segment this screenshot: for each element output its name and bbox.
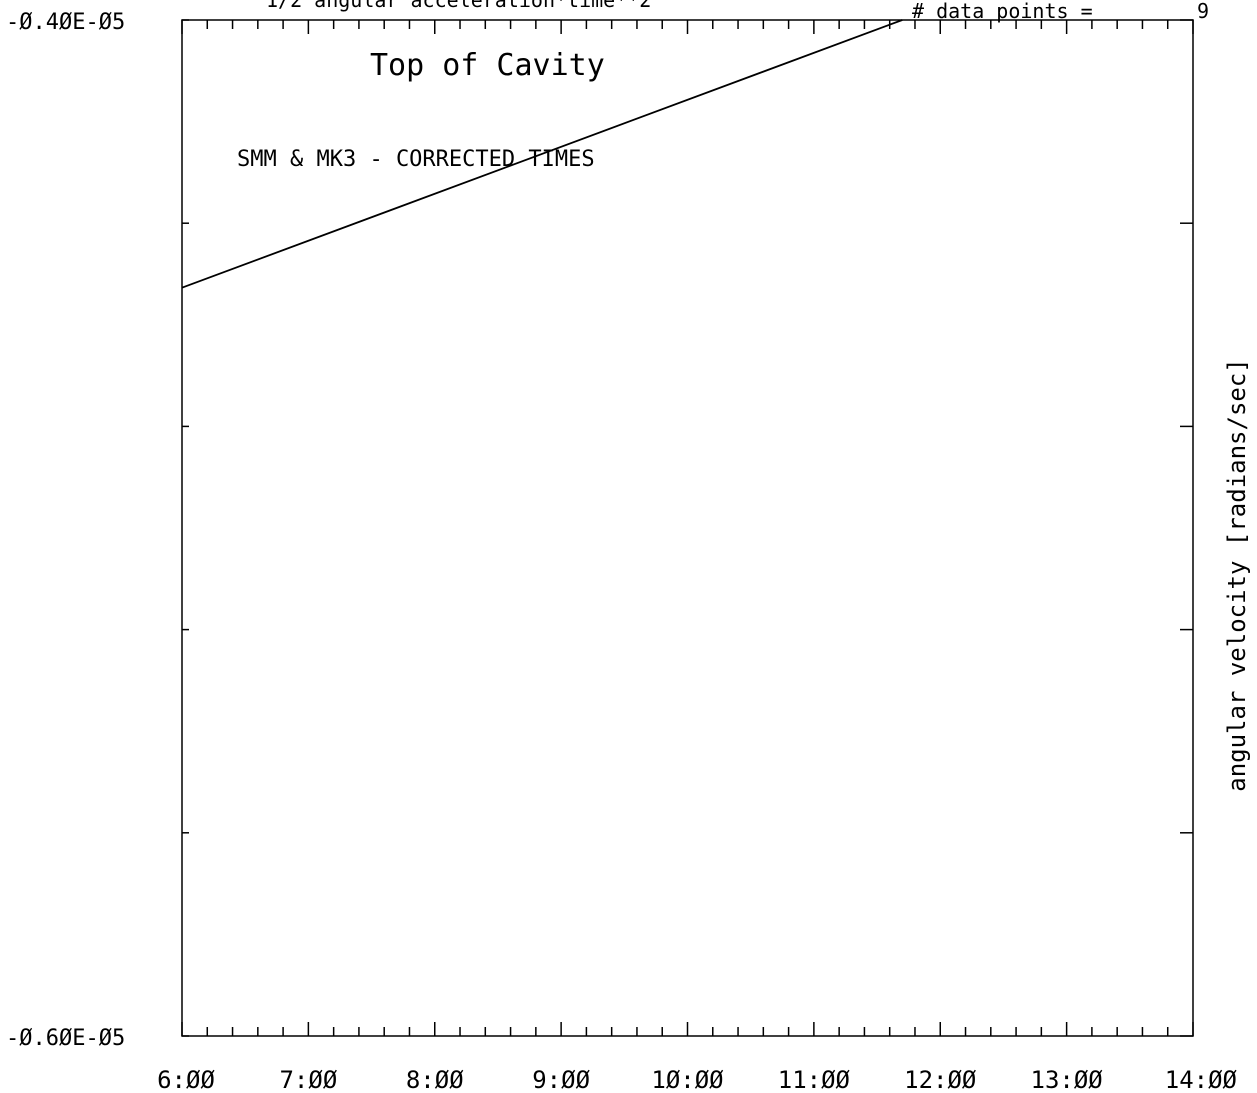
x-tick-label: 12:ØØ: [904, 1066, 977, 1093]
chart-annotation: SMM & MK3 - CORRECTED TIMES: [237, 147, 595, 172]
axis-ticks: [181, 19, 1194, 1037]
x-tick-label: 7:ØØ: [279, 1066, 337, 1093]
x-tick-labels: 6:ØØ 7:ØØ 8:ØØ 9:ØØ 1Ø:ØØ 11:ØØ 12:ØØ 13:ØØ 14:Ø…: [157, 1066, 1237, 1093]
plot-frame: [181, 19, 1194, 1037]
x-tick-label: 9:ØØ: [532, 1066, 590, 1093]
y-tick-label-bottom: -Ø.6ØE-Ø5: [6, 1026, 125, 1051]
y-axis-label: angular velocity [radians/sec]: [1223, 358, 1251, 791]
x-tick-label: 8:ØØ: [406, 1066, 464, 1093]
x-tick-label: 14:ØØ: [1165, 1066, 1238, 1093]
series-group: [181, 19, 903, 289]
x-tick-label: 13:ØØ: [1031, 1066, 1104, 1093]
x-tick-label: 11:ØØ: [778, 1066, 851, 1093]
data-points-value: 9: [1197, 0, 1209, 23]
x-tick-label: 1Ø:ØØ: [651, 1066, 724, 1093]
data-points-label: # data points =: [912, 0, 1093, 23]
top-caption: 1/2 angular acceleration*time**2: [266, 0, 651, 12]
chart-title: Top of Cavity: [370, 48, 605, 83]
x-tick-label: 6:ØØ: [157, 1066, 215, 1093]
series-line: [181, 19, 903, 289]
y-tick-label-top: -Ø.4ØE-Ø5: [6, 10, 125, 35]
